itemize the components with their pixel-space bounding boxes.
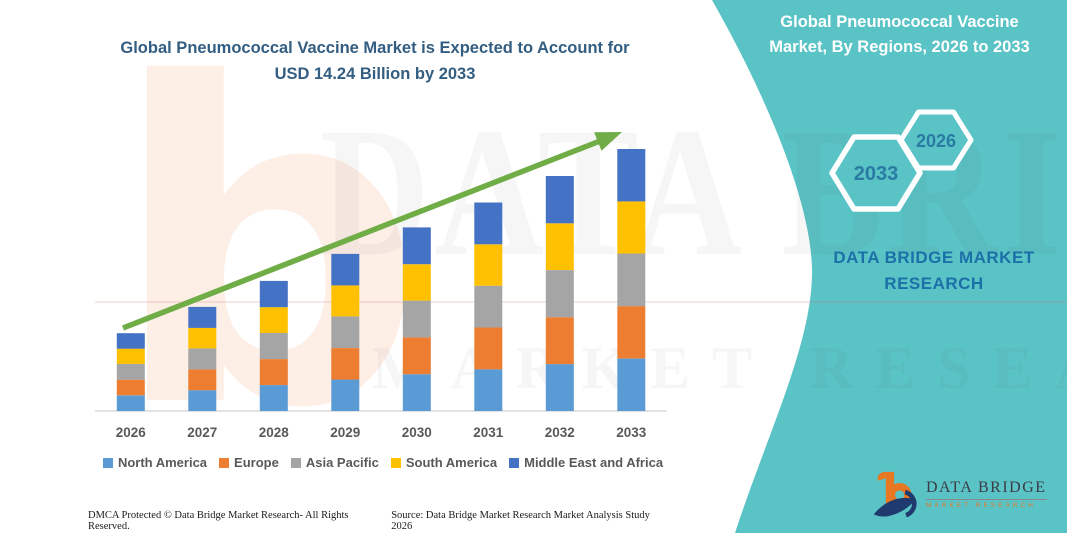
- hexagon-year-2026-label: 2026: [916, 131, 956, 151]
- x-axis-label: 2032: [544, 425, 575, 440]
- bar-segment-2028: [259, 333, 288, 360]
- right-panel-title-line1: Global Pneumococcal Vaccine: [780, 13, 1019, 31]
- bar-segment-2029: [331, 285, 360, 317]
- legend-swatch: [509, 457, 520, 468]
- bar-segment-2028: [259, 359, 288, 385]
- bar-segment-2026: [116, 395, 145, 411]
- bar-segment-2029: [331, 316, 360, 348]
- logo-swoosh: [873, 497, 916, 517]
- page-title: Global Pneumococcal Vaccine Market is Ex…: [95, 36, 655, 87]
- bar-segment-2028: [259, 280, 288, 308]
- bar-segment-2028: [259, 385, 288, 411]
- bar-segment-2030: [402, 264, 431, 301]
- page-title-line2: USD 14.24 Billion by 2033: [274, 64, 476, 83]
- bar-segment-2033: [617, 306, 646, 359]
- brand-name-text: DATA BRIDGE MARKET RESEARCH: [809, 245, 1059, 296]
- bar-segment-2026: [116, 363, 145, 380]
- dbmr-logo-text: DATA BRIDGE MARKET RESEARCH: [926, 479, 1047, 510]
- legend-item-europe: Europe: [219, 455, 279, 470]
- legend-label: North America: [117, 455, 208, 470]
- trend-arrow-head: [594, 132, 622, 151]
- x-axis-label: 2029: [330, 425, 361, 440]
- x-axis-label: 2031: [473, 425, 504, 440]
- bar-segment-2027: [188, 390, 217, 411]
- bar-segment-2032: [545, 317, 574, 365]
- bar-segment-2031: [474, 369, 503, 411]
- bar-segment-2031: [474, 285, 503, 328]
- bar-segment-2029: [331, 379, 360, 411]
- legend-item-asia-pacific: Asia Pacific: [290, 455, 379, 470]
- x-axis-label: 2033: [616, 425, 647, 440]
- legend-swatch: [102, 457, 113, 468]
- dbmr-logo-subtitle: MARKET RESEARCH: [926, 502, 1036, 510]
- bar-segment-2030: [402, 374, 431, 411]
- legend-label: Asia Pacific: [305, 455, 379, 470]
- legend-label: South America: [405, 455, 498, 470]
- bar-segment-2032: [545, 176, 574, 224]
- bar-segment-2031: [474, 244, 503, 286]
- dmca-text: DMCA Protected © Data Bridge Market Rese…: [88, 510, 349, 532]
- legend-item-middle-east-and-africa: Middle East and Africa: [509, 455, 663, 470]
- bar-segment-2033: [617, 201, 646, 254]
- bar-segment-2027: [188, 369, 217, 391]
- bar-segment-2032: [545, 223, 574, 270]
- legend-swatch: [219, 457, 230, 468]
- legend-swatch: [290, 457, 301, 468]
- bar-segment-2027: [188, 306, 217, 328]
- bar-segment-2027: [188, 348, 217, 370]
- legend-swatch: [390, 457, 401, 468]
- dbmr-logo: DATA BRIDGE MARKET RESEARCH: [872, 468, 1047, 520]
- bar-segment-2030: [402, 227, 431, 265]
- brand-name-line1: DATA BRIDGE MARKET: [833, 248, 1035, 267]
- bar-segment-2031: [474, 327, 503, 370]
- logo-letter-b-hook: [877, 471, 886, 481]
- bar-segment-2033: [617, 358, 646, 411]
- hexagon-year-2033-label: 2033: [854, 163, 899, 185]
- bar-segment-2031: [474, 202, 503, 245]
- bar-segment-2029: [331, 348, 360, 380]
- bar-segment-2026: [116, 333, 145, 349]
- x-axis-label: 2027: [187, 425, 218, 440]
- legend-item-south-america: South America: [390, 455, 498, 470]
- bar-segment-2026: [116, 379, 145, 396]
- footer: DMCA Protected © Data Bridge Market Rese…: [88, 510, 672, 532]
- legend-label: Middle East and Africa: [524, 455, 664, 470]
- dbmr-logo-mark: [873, 471, 917, 518]
- x-axis-label: 2028: [258, 425, 289, 440]
- hexagon-2033: [829, 134, 923, 212]
- bar-segment-2029: [331, 253, 360, 286]
- year-hexagons: 2026 2033: [829, 109, 974, 212]
- dbmr-logo-title: DATA BRIDGE: [926, 479, 1047, 500]
- bar-segment-2033: [617, 253, 646, 307]
- bar-segment-2028: [259, 307, 288, 333]
- brand-name-line2: RESEARCH: [884, 273, 984, 293]
- teal-panel-shape: [712, 0, 1067, 533]
- chart-legend: North America Europe Asia Pacific South …: [88, 455, 678, 470]
- x-axis-label: 2030: [401, 425, 432, 440]
- x-axis-labels: 2026 2027 2028 2029 2030 2031 2032 2033: [95, 425, 667, 440]
- trend-arrow-line: [121, 138, 602, 331]
- bar-segment-2027: [188, 327, 217, 349]
- logo-d-arc: [904, 489, 917, 518]
- bar-segment-2030: [402, 300, 431, 338]
- page-title-line1: Global Pneumococcal Vaccine Market is Ex…: [120, 39, 630, 57]
- legend-item-north-america: North America: [102, 455, 208, 470]
- right-panel-title: Global Pneumococcal Vaccine Market, By R…: [742, 10, 1057, 60]
- bar-segment-2032: [545, 270, 574, 318]
- bar-segment-2030: [402, 337, 431, 375]
- bar-segment-2032: [545, 364, 574, 411]
- right-panel-title-line2: Market, By Regions, 2026 to 2033: [769, 37, 1030, 56]
- bar-segment-2026: [116, 348, 145, 364]
- x-axis-label: 2026: [115, 425, 146, 440]
- source-text: Source: Data Bridge Market Research Mark…: [391, 510, 650, 532]
- bar-segment-2033: [617, 149, 646, 202]
- legend-label: Europe: [234, 455, 279, 470]
- stacked-bar-chart: [95, 132, 667, 412]
